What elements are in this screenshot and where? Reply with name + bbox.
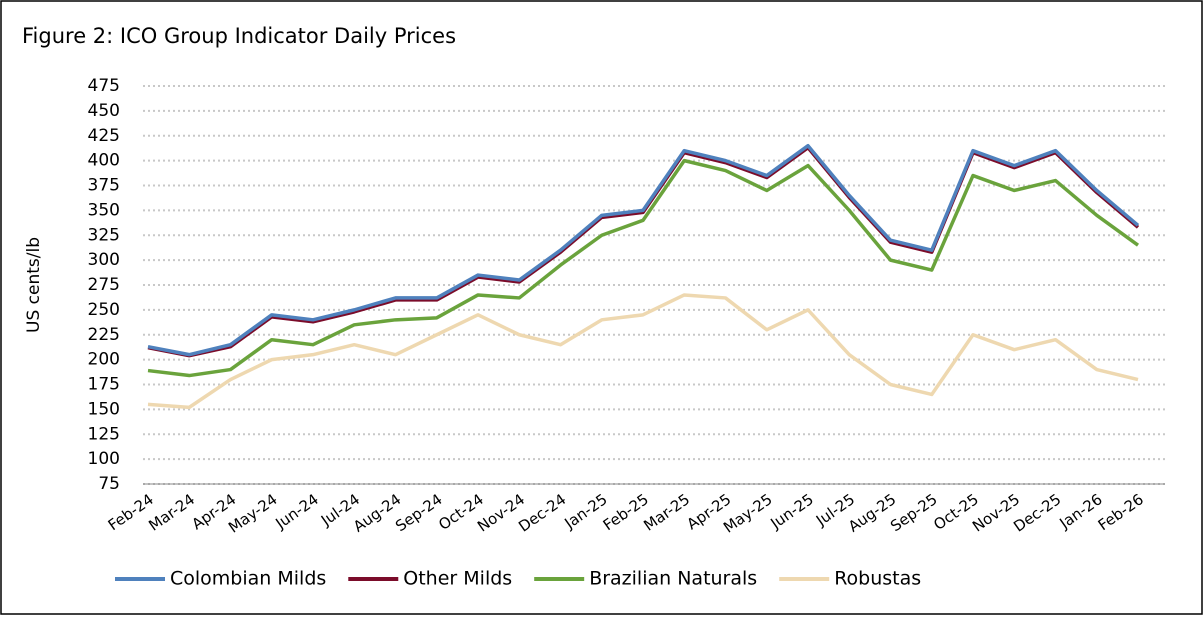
series-line — [147, 143, 1140, 357]
y-axis-label: US cents/lb — [24, 237, 44, 333]
y-tick-label: 100 — [88, 449, 120, 469]
legend-label: Other Milds — [403, 568, 512, 590]
y-tick-label: 275 — [88, 275, 120, 295]
y-tick-label: 425 — [88, 126, 120, 146]
legend-label: Robustas — [834, 568, 921, 590]
y-tick-label: 175 — [88, 375, 120, 395]
y-tick-label: 475 — [88, 76, 120, 96]
chart-title: Figure 2: ICO Group Indicator Daily Pric… — [22, 24, 456, 48]
y-tick-label: 125 — [88, 424, 120, 444]
y-tick-label: 325 — [88, 225, 120, 245]
y-tick-label: 150 — [88, 399, 120, 419]
y-tick-label: 300 — [88, 250, 120, 270]
y-tick-label: 225 — [88, 325, 120, 345]
y-tick-label: 375 — [88, 176, 120, 196]
series-line — [147, 158, 1140, 378]
y-tick-label: 250 — [88, 300, 120, 320]
y-tick-label: 350 — [88, 200, 120, 220]
y-tick-label: 450 — [88, 101, 120, 121]
y-tick-label: 400 — [88, 151, 120, 171]
series-line — [147, 293, 1139, 410]
legend-label: Colombian Milds — [170, 568, 326, 590]
y-tick-label: 75 — [98, 474, 120, 494]
y-tick-label: 200 — [88, 350, 120, 370]
legend-label: Brazilian Naturals — [589, 568, 757, 590]
